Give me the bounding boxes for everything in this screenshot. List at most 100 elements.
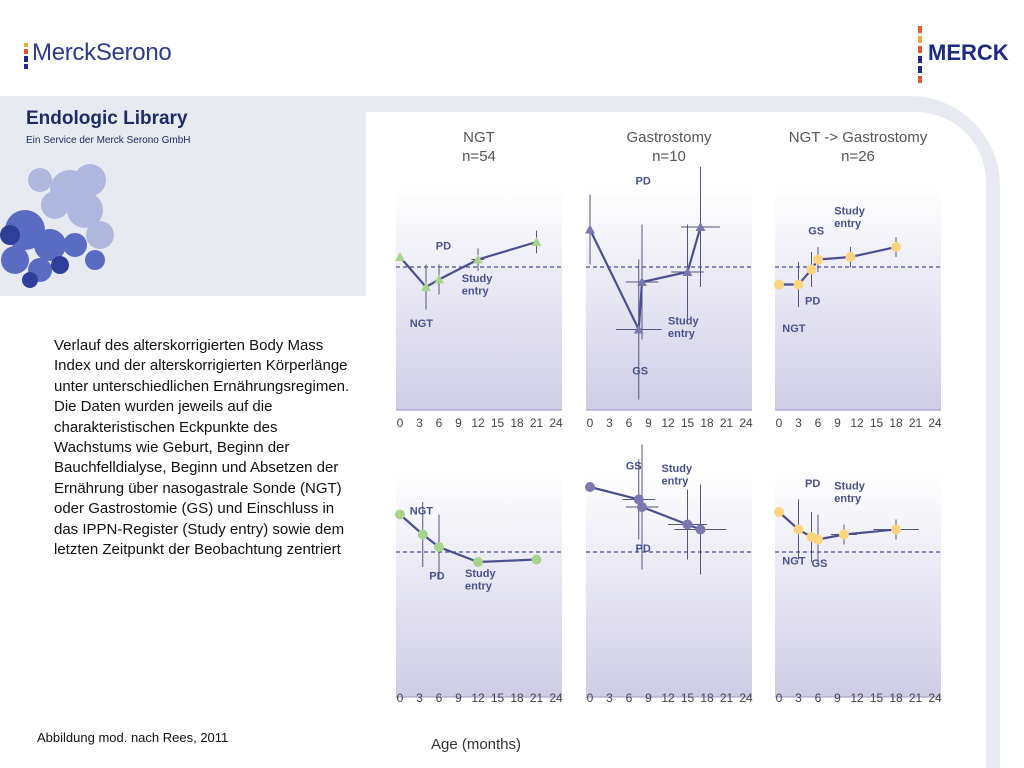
x-tick-label: 18 bbox=[700, 691, 714, 705]
data-point bbox=[434, 542, 444, 552]
figure-caption: Verlauf des alterskorrigierten Body Mass… bbox=[54, 337, 350, 559]
x-tick-label: 9 bbox=[645, 416, 652, 430]
x-tick-label: 3 bbox=[606, 416, 613, 430]
data-point bbox=[633, 494, 644, 505]
point-annotation: Study bbox=[462, 273, 493, 285]
x-tick-label: 15 bbox=[870, 691, 884, 705]
x-tick-label: 18 bbox=[889, 416, 903, 430]
point-annotation: entry bbox=[668, 328, 696, 340]
point-annotation: GS bbox=[808, 226, 824, 238]
x-tick-label: 0 bbox=[587, 691, 594, 705]
x-tick-label: 3 bbox=[416, 691, 423, 705]
point-annotation: PD bbox=[429, 571, 444, 583]
caption-background bbox=[0, 296, 366, 768]
data-point bbox=[434, 274, 444, 284]
data-point bbox=[774, 507, 784, 517]
point-annotation: GS bbox=[632, 366, 648, 378]
point-annotation: PD bbox=[805, 296, 820, 308]
data-point bbox=[682, 267, 693, 276]
x-tick-label: 24 bbox=[739, 416, 753, 430]
x-tick-label: 6 bbox=[436, 691, 443, 705]
chart-panels: NGT n=54 Gastrostomy n=10 NGT -> Gastrostomy… bbox=[395, 129, 942, 753]
data-point bbox=[637, 502, 647, 512]
x-tick-label: 6 bbox=[815, 691, 822, 705]
point-annotation: Study bbox=[668, 316, 699, 328]
x-tick-label: 3 bbox=[795, 416, 802, 430]
x-tick-label: 18 bbox=[700, 416, 714, 430]
x-tick-label: 9 bbox=[455, 691, 462, 705]
point-annotation: entry bbox=[834, 218, 862, 230]
data-point bbox=[793, 524, 804, 535]
data-point bbox=[813, 254, 823, 265]
x-tick-label: 0 bbox=[397, 691, 404, 705]
x-tick-label: 6 bbox=[626, 416, 633, 430]
point-annotation: NGT bbox=[410, 318, 434, 330]
x-tick-label: 15 bbox=[681, 416, 695, 430]
x-tick-label: 21 bbox=[909, 691, 923, 705]
point-annotation: entry bbox=[462, 286, 490, 298]
point-annotation: PD bbox=[436, 241, 451, 253]
merck-logo: MERCK bbox=[918, 26, 1009, 86]
data-point bbox=[695, 524, 706, 535]
x-tick-label: 3 bbox=[795, 691, 802, 705]
x-tick-label: 0 bbox=[397, 416, 404, 430]
point-annotation: NGT bbox=[410, 506, 434, 518]
x-tick-label: 15 bbox=[491, 416, 505, 430]
point-annotation: GS bbox=[812, 558, 828, 570]
data-point bbox=[421, 282, 431, 291]
data-point bbox=[891, 524, 901, 535]
x-tick-label: 12 bbox=[661, 416, 675, 430]
library-title: Endologic Library bbox=[26, 108, 188, 129]
x-tick-label: 15 bbox=[491, 691, 505, 705]
x-tick-label: 24 bbox=[739, 691, 753, 705]
merck-serono-logo-bars bbox=[24, 43, 30, 71]
data-point bbox=[806, 264, 817, 275]
data-point bbox=[845, 252, 856, 262]
data-point bbox=[695, 222, 706, 231]
panel-area bbox=[396, 472, 562, 697]
x-tick-label: 6 bbox=[436, 416, 443, 430]
x-tick-label: 0 bbox=[776, 416, 783, 430]
column-n: n=26 bbox=[841, 148, 875, 165]
x-tick-label: 24 bbox=[549, 416, 563, 430]
merck-logo-bars bbox=[918, 26, 926, 86]
x-tick-label: 6 bbox=[815, 416, 822, 430]
protein-molecule-image bbox=[0, 164, 114, 288]
column-n: n=10 bbox=[652, 148, 686, 165]
data-point bbox=[395, 252, 405, 261]
panel-area bbox=[586, 187, 752, 410]
x-tick-label: 12 bbox=[661, 691, 675, 705]
header: MerckSerono MERCK bbox=[0, 0, 1024, 100]
x-tick-label: 18 bbox=[510, 416, 524, 430]
x-tick-label: 21 bbox=[720, 416, 734, 430]
x-tick-label: 6 bbox=[626, 691, 633, 705]
data-point bbox=[774, 279, 784, 290]
x-tick-label: 21 bbox=[530, 691, 544, 705]
data-point bbox=[813, 534, 823, 545]
library-subtitle: Ein Service der Merck Serono GmbH bbox=[26, 135, 191, 146]
x-tick-label: 9 bbox=[834, 691, 841, 705]
data-point bbox=[473, 254, 483, 264]
panel-area bbox=[586, 472, 752, 697]
data-point bbox=[531, 554, 542, 565]
point-annotation: entry bbox=[834, 493, 862, 505]
merck-logo-text: MERCK bbox=[928, 40, 1009, 65]
x-tick-label: 0 bbox=[587, 416, 594, 430]
figure-source: Abbildung mod. nach Rees, 2011 bbox=[37, 730, 229, 745]
x-tick-label: 18 bbox=[889, 691, 903, 705]
point-annotation: GS bbox=[626, 461, 642, 473]
column-title: NGT -> Gastrostomy bbox=[789, 129, 928, 146]
x-tick-label: 9 bbox=[455, 416, 462, 430]
data-point bbox=[417, 529, 428, 540]
panel-area bbox=[396, 187, 562, 410]
data-point bbox=[531, 237, 542, 246]
data-point bbox=[839, 529, 849, 540]
x-tick-label: 9 bbox=[645, 691, 652, 705]
column-n: n=54 bbox=[462, 148, 496, 165]
x-tick-label: 12 bbox=[850, 691, 864, 705]
